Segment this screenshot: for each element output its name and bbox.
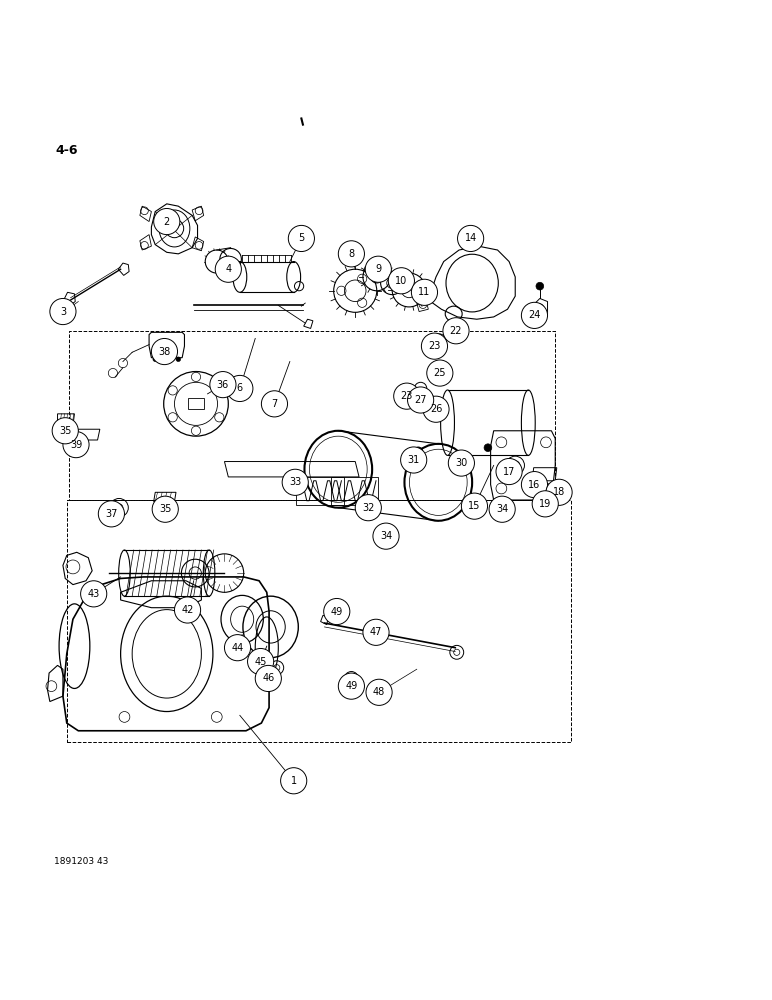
Circle shape [52, 418, 78, 444]
Text: 14: 14 [465, 233, 477, 243]
Circle shape [248, 648, 274, 675]
Circle shape [401, 447, 427, 473]
Circle shape [388, 268, 415, 294]
Text: 4-6: 4-6 [56, 144, 78, 157]
Text: 36: 36 [217, 380, 229, 390]
Text: 34: 34 [496, 504, 508, 514]
Text: 32: 32 [362, 503, 374, 513]
Text: 6: 6 [237, 383, 243, 393]
Circle shape [154, 208, 180, 235]
Text: 44: 44 [232, 643, 244, 653]
Text: 2: 2 [164, 217, 170, 227]
Text: 35: 35 [59, 426, 72, 436]
Text: 22: 22 [450, 326, 462, 336]
Circle shape [225, 635, 251, 661]
Text: 30: 30 [455, 458, 468, 468]
Circle shape [366, 679, 392, 705]
Circle shape [422, 333, 448, 359]
Text: 3: 3 [60, 307, 66, 317]
Circle shape [168, 357, 173, 362]
Circle shape [227, 375, 253, 402]
Text: 38: 38 [158, 347, 171, 357]
Circle shape [443, 318, 469, 344]
Circle shape [338, 241, 364, 267]
Text: 15: 15 [469, 501, 481, 511]
Circle shape [152, 496, 178, 522]
Text: 18: 18 [553, 487, 565, 497]
Circle shape [462, 493, 488, 519]
Circle shape [394, 383, 420, 409]
Circle shape [288, 225, 314, 252]
Circle shape [484, 444, 492, 452]
Text: 39: 39 [70, 440, 82, 450]
Text: 9: 9 [375, 264, 381, 274]
Text: 1: 1 [290, 776, 296, 786]
Circle shape [489, 496, 515, 522]
Circle shape [363, 619, 389, 645]
Text: 47: 47 [370, 627, 382, 637]
Circle shape [408, 387, 434, 413]
Circle shape [411, 279, 438, 305]
Text: 49: 49 [330, 607, 343, 617]
Circle shape [256, 665, 281, 692]
Circle shape [449, 450, 475, 476]
Text: 43: 43 [87, 589, 100, 599]
Circle shape [536, 282, 543, 290]
Text: 48: 48 [373, 687, 385, 697]
Text: 26: 26 [430, 404, 442, 414]
Text: 7: 7 [271, 399, 278, 409]
Text: 19: 19 [539, 499, 551, 509]
Circle shape [546, 479, 572, 505]
Circle shape [63, 432, 89, 458]
Circle shape [174, 597, 201, 623]
Circle shape [423, 396, 449, 422]
Circle shape [151, 338, 178, 365]
Circle shape [282, 469, 308, 495]
Circle shape [210, 372, 236, 398]
Text: 16: 16 [528, 480, 540, 490]
Circle shape [414, 447, 423, 456]
Text: 27: 27 [415, 395, 427, 405]
Text: 45: 45 [255, 657, 267, 667]
Text: 34: 34 [380, 531, 392, 541]
Circle shape [161, 357, 165, 362]
Text: 10: 10 [395, 276, 408, 286]
Circle shape [280, 768, 306, 794]
Text: 23: 23 [428, 341, 441, 351]
Text: 24: 24 [528, 310, 540, 320]
Circle shape [427, 360, 453, 386]
Text: 37: 37 [105, 509, 117, 519]
Circle shape [496, 458, 522, 485]
Circle shape [521, 302, 547, 328]
Circle shape [532, 491, 558, 517]
Circle shape [262, 391, 287, 417]
Text: 11: 11 [418, 287, 431, 297]
Circle shape [373, 523, 399, 549]
Circle shape [80, 581, 107, 607]
Circle shape [365, 256, 391, 282]
Text: 25: 25 [434, 368, 446, 378]
Text: 49: 49 [345, 681, 357, 691]
Circle shape [521, 472, 547, 498]
Text: 23: 23 [401, 391, 413, 401]
Circle shape [215, 256, 242, 282]
Circle shape [153, 357, 157, 362]
Text: 17: 17 [503, 467, 515, 477]
Text: 4: 4 [225, 264, 232, 274]
Circle shape [458, 225, 484, 252]
Circle shape [50, 298, 76, 325]
Text: 5: 5 [298, 233, 304, 243]
Text: 33: 33 [289, 477, 301, 487]
Circle shape [176, 357, 181, 362]
Text: 8: 8 [348, 249, 354, 259]
Circle shape [355, 495, 381, 521]
Text: 1891203 43: 1891203 43 [54, 857, 108, 866]
Text: 42: 42 [181, 605, 194, 615]
Circle shape [98, 501, 124, 527]
Text: 35: 35 [159, 504, 171, 514]
Circle shape [338, 673, 364, 699]
Circle shape [323, 598, 350, 625]
Text: 46: 46 [262, 673, 274, 683]
Text: 31: 31 [408, 455, 420, 465]
